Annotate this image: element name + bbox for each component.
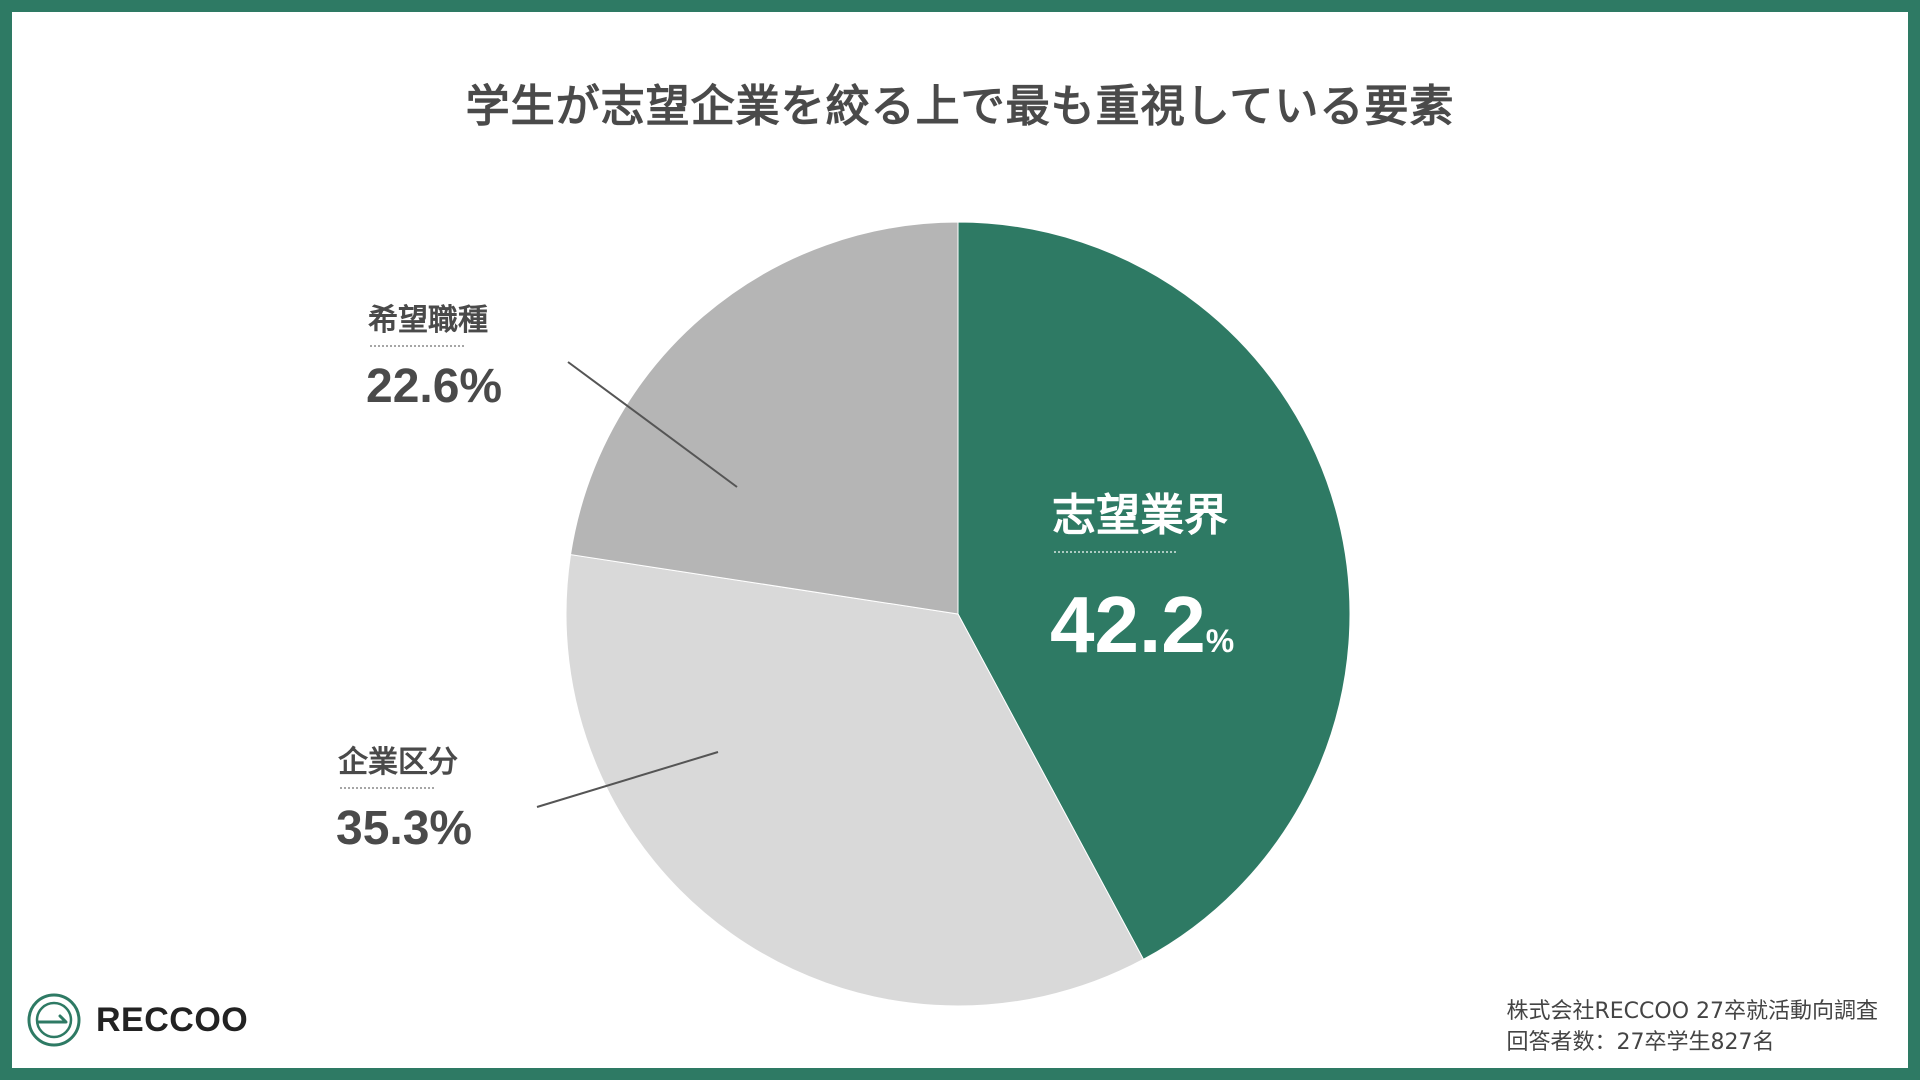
slice-label-group-0: 志望業界 42.2% bbox=[1050, 490, 1234, 669]
slice-value-1: 35.3 bbox=[336, 802, 429, 855]
pie-slice-0 bbox=[957, 221, 1351, 961]
source-line-1: 株式会社RECCOO 27卒就活動向調査 bbox=[1506, 999, 1878, 1024]
slice-label-group-2: 希望職種 22.6% bbox=[366, 303, 738, 488]
slice-unit-0: % bbox=[1206, 623, 1234, 659]
source-note: 株式会社RECCOO 27卒就活動向調査 回答者数：27卒学生827名 bbox=[1506, 996, 1878, 1058]
chart-title: 学生が志望企業を絞る上で最も重視している要素 bbox=[465, 81, 1455, 132]
slice-unit-1: % bbox=[429, 802, 472, 855]
slice-leader-line-2 bbox=[567, 361, 738, 488]
slice-value-group-2: 22.6% bbox=[366, 360, 502, 413]
reccoo-logo-icon bbox=[27, 993, 81, 1047]
slice-label-group-1: 企業区分 35.3% bbox=[336, 745, 719, 855]
pie-chart: 志望業界 42.2% 希望職種 22.6% 企業区分 35.3% bbox=[336, 221, 1351, 1007]
slice-value-group-0: 42.2% bbox=[1050, 580, 1234, 669]
pie-slices bbox=[565, 221, 1351, 1007]
slice-value-0: 42.2 bbox=[1050, 580, 1206, 669]
slice-leader-line-1 bbox=[536, 751, 719, 808]
pie-slice-1 bbox=[565, 553, 1145, 1007]
pie-slice-2 bbox=[569, 221, 959, 615]
slice-label-1: 企業区分 bbox=[338, 745, 458, 780]
slice-value-group-1: 35.3% bbox=[336, 802, 472, 855]
slice-value-2: 22.6 bbox=[366, 360, 459, 413]
brand-logo: RECCOO bbox=[26, 992, 248, 1048]
source-line-2: 回答者数：27卒学生827名 bbox=[1506, 1030, 1775, 1055]
slice-unit-2: % bbox=[459, 360, 502, 413]
chart-frame: 学生が志望企業を絞る上で最も重視している要素 志望業界 42.2% 希望職種 2… bbox=[12, 12, 1908, 1068]
brand-name: RECCOO bbox=[96, 1000, 249, 1039]
slice-label-0: 志望業界 bbox=[1052, 490, 1228, 541]
slice-label-2: 希望職種 bbox=[368, 303, 488, 338]
